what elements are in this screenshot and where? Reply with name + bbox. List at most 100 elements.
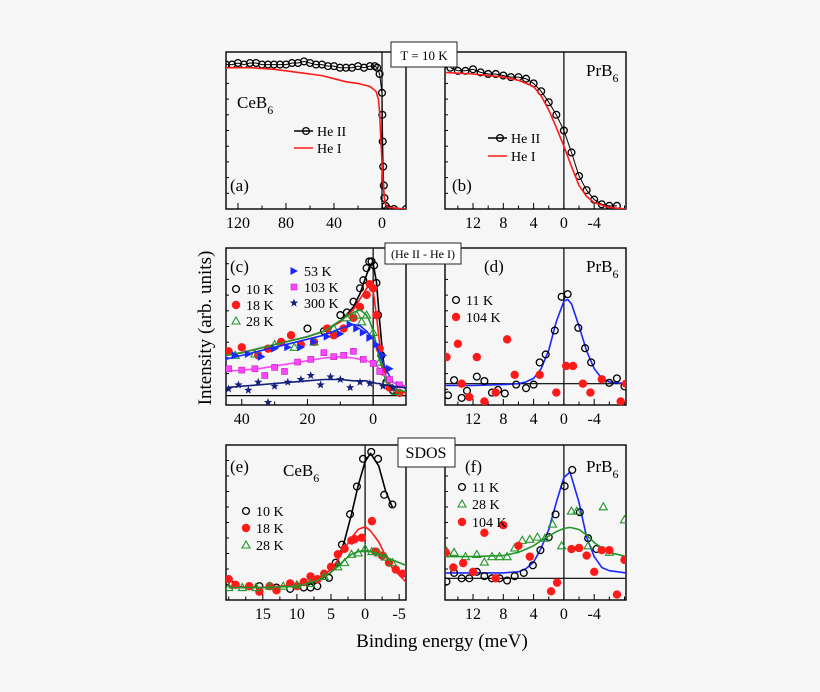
title-box-sdos: SDOS (397, 437, 456, 468)
data-point (387, 557, 398, 567)
series-300-k (226, 371, 406, 405)
data-point (388, 383, 397, 392)
sample-subscript: 6 (267, 103, 273, 117)
data-point (494, 551, 505, 561)
panel-e: 15 10 5 0 -5 10 K 18 K 28 K (e) CeB6 (225, 444, 407, 623)
data-point (535, 358, 544, 367)
series-103-k (226, 348, 406, 389)
series-104-k (445, 335, 626, 405)
data-point (226, 575, 233, 584)
data-point (491, 574, 500, 583)
plot-area (445, 63, 626, 209)
x-tick-label: -4 (588, 215, 601, 232)
series-he-i (445, 71, 626, 209)
plot-frame (444, 247, 627, 406)
data-point (361, 309, 372, 319)
data-point (521, 384, 531, 393)
legend-label: 28 K (256, 539, 284, 554)
legend-marker (241, 539, 251, 549)
data-point (521, 74, 531, 83)
data-point (532, 532, 543, 541)
data-point (472, 372, 481, 381)
panel-d: 12 8 4 0 -4 11 K 104 K (d) PrB6 (444, 247, 627, 428)
data-point (561, 361, 571, 371)
title-box-difference: (He II - He I) (384, 242, 462, 265)
data-point (285, 579, 295, 588)
legend-label: 18 K (246, 299, 274, 314)
data-point (568, 465, 577, 474)
data-point (583, 540, 594, 550)
data-point (563, 290, 572, 299)
x-tick-label: 20 (299, 411, 315, 428)
data-point (575, 508, 584, 517)
data-point (346, 510, 355, 519)
data-point (605, 545, 614, 555)
data-point (373, 547, 384, 557)
data-point (353, 547, 364, 557)
data-point (582, 551, 591, 560)
legend-marker (457, 517, 467, 527)
fit-curve (445, 298, 626, 387)
data-point (581, 344, 590, 353)
data-point (499, 71, 508, 80)
sample-subscript: 6 (612, 267, 618, 281)
data-point (525, 552, 535, 561)
legend-item: 10 K (241, 505, 284, 520)
panel-label: (f) (465, 457, 482, 476)
plot-area (445, 290, 626, 405)
panel-b: 12 8 4 0 -4 He II He I (b) PrB6 (444, 51, 627, 232)
data-point (355, 284, 365, 293)
box-frame (390, 41, 458, 68)
sample-formula: CeB (237, 93, 267, 112)
data-point (336, 311, 345, 320)
legend-label: 28 K (472, 498, 500, 513)
legend-label: 11 K (472, 481, 499, 496)
sample-label: CeB6 (283, 461, 319, 485)
data-point (388, 500, 397, 509)
legend-item: 104 K (451, 311, 501, 326)
data-point (479, 556, 490, 566)
legend-item: He I (294, 142, 342, 157)
data-point (453, 339, 463, 348)
data-point (305, 578, 316, 587)
data-point (244, 350, 253, 359)
data-point (540, 533, 550, 542)
data-point (237, 582, 248, 592)
series-28-k (445, 501, 626, 566)
data-point (271, 344, 279, 353)
data-point (355, 302, 365, 312)
legend-marker (451, 295, 461, 305)
panel-label: (c) (230, 257, 249, 276)
data-point (586, 388, 595, 397)
data-point (487, 551, 497, 561)
data-point (297, 343, 305, 352)
data-point (275, 60, 285, 69)
data-point (346, 320, 355, 329)
sample-subscript: 6 (313, 471, 319, 485)
data-point (226, 384, 233, 393)
data-point (612, 374, 621, 383)
data-point (351, 309, 362, 319)
title-box-t10k: T = 10 K (390, 41, 458, 68)
x-tick-label: 8 (499, 411, 507, 428)
data-point (329, 331, 338, 340)
legend-item: 11 K (457, 481, 499, 496)
data-point (510, 370, 519, 380)
plot-area (226, 57, 406, 209)
data-point (449, 563, 458, 572)
data-point (567, 148, 576, 157)
data-point (378, 381, 388, 390)
data-point (265, 581, 274, 591)
data-point (368, 327, 379, 337)
data-point (465, 392, 474, 402)
data-point (249, 348, 260, 358)
legend-item: 11 K (451, 294, 493, 309)
legend-label: He II (511, 132, 540, 147)
data-point (373, 454, 383, 463)
data-point (271, 364, 278, 371)
data-point (480, 528, 489, 537)
legend-label: 11 K (466, 294, 493, 309)
panel-label: (d) (484, 257, 504, 276)
legend-marker (241, 506, 251, 516)
